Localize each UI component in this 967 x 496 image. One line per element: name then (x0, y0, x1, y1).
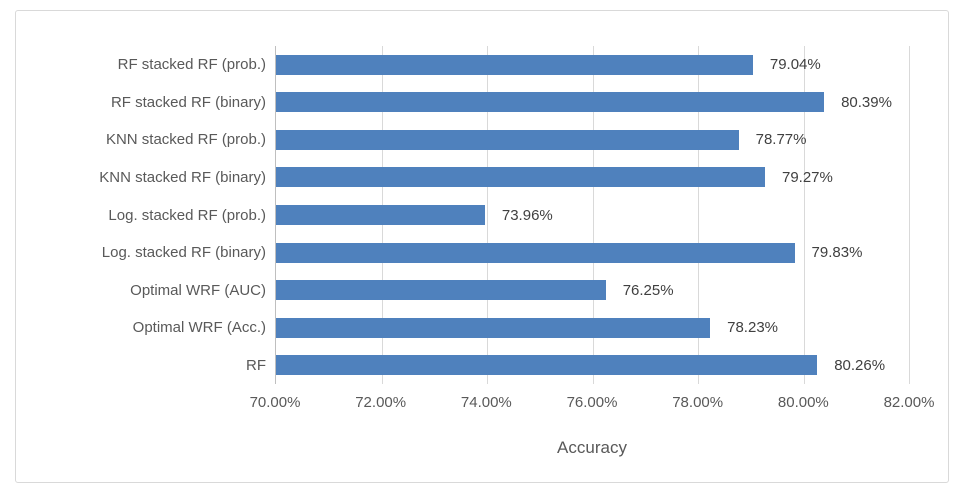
category-label-row: RF stacked RF (binary) (36, 84, 266, 122)
bar (276, 54, 753, 75)
category-label-row: Optimal WRF (Acc.) (36, 309, 266, 347)
category-label-row: RF stacked RF (prob.) (36, 46, 266, 84)
bar-row: 78.77% (276, 121, 909, 159)
bar-row: 79.27% (276, 159, 909, 197)
category-label: Log. stacked RF (prob.) (108, 206, 266, 224)
category-label-row: RF (36, 347, 266, 385)
x-axis-ticks: 70.00% 72.00% 74.00% 76.00% 78.00% 80.00% 82.0… (250, 394, 935, 414)
category-label-row: Log. stacked RF (prob.) (36, 196, 266, 234)
bar-row: 76.25% (276, 271, 909, 309)
bar-row: 79.83% (276, 234, 909, 272)
bar-row: 80.39% (276, 84, 909, 122)
gridline (698, 46, 699, 384)
category-label: KNN stacked RF (binary) (99, 168, 266, 186)
chart-frame: RF stacked RF (prob.) RF stacked RF (bina… (15, 10, 949, 483)
bar (276, 355, 818, 376)
gridline (487, 46, 488, 384)
bar-row: 80.26% (276, 347, 909, 385)
x-tick-label: 74.00% (460, 394, 512, 411)
bar-row: 78.23% (276, 309, 909, 347)
category-label: RF stacked RF (prob.) (117, 56, 266, 74)
category-label: RF (246, 356, 266, 374)
gridline (592, 46, 594, 384)
category-label: Optimal WRF (Acc.) (132, 319, 266, 337)
x-axis-title: Accuracy (557, 438, 627, 457)
category-label-row: KNN stacked RF (prob.) (36, 121, 266, 159)
bar-value-label: 79.27% (781, 168, 833, 186)
bar (276, 242, 795, 263)
x-tick-label: 78.00% (672, 394, 724, 411)
bar-value-label: 78.77% (755, 131, 807, 149)
category-label-row: Optimal WRF (AUC) (36, 271, 266, 309)
bar (276, 280, 606, 301)
x-tick-label: 76.00% (566, 394, 618, 411)
bar-row: 79.04% (276, 46, 909, 84)
bar (276, 167, 765, 188)
category-label: RF stacked RF (binary) (110, 93, 266, 111)
bar-value-label: 78.23% (727, 319, 778, 337)
x-tick-label: 80.00% (777, 394, 829, 411)
x-tick-label: 82.00% (883, 394, 935, 411)
bar-rows: 79.04% 80.39% 78.77% 79.27% 73.96% 79.83% 76.2… (276, 46, 909, 384)
x-tick-label: 70.00% (249, 394, 301, 411)
gridline (909, 46, 910, 384)
bar-value-label: 76.25% (622, 281, 674, 299)
category-label-row: KNN stacked RF (binary) (36, 159, 266, 197)
bar (276, 205, 485, 226)
bar-value-label: 80.39% (841, 93, 892, 111)
x-tick-label: 72.00% (355, 394, 407, 411)
bar-value-label: 80.26% (834, 356, 886, 374)
category-label: KNN stacked RF (prob.) (105, 131, 266, 149)
category-axis: RF stacked RF (prob.) RF stacked RF (bina… (36, 46, 266, 384)
category-label: Log. stacked RF (binary) (101, 244, 266, 262)
bar-row: 73.96% (276, 196, 909, 234)
bar-value-label: 79.04% (769, 56, 821, 74)
bar (276, 92, 825, 113)
bar-value-label: 79.83% (811, 244, 863, 262)
category-label: Optimal WRF (AUC) (130, 281, 266, 299)
bar (276, 129, 739, 150)
gridline (803, 46, 805, 384)
plot-area: 79.04% 80.39% 78.77% 79.27% 73.96% 79.83% 76.2… (275, 46, 910, 384)
bar-value-label: 73.96% (501, 206, 553, 224)
bar (276, 317, 711, 338)
category-label-row: Log. stacked RF (binary) (36, 234, 266, 272)
